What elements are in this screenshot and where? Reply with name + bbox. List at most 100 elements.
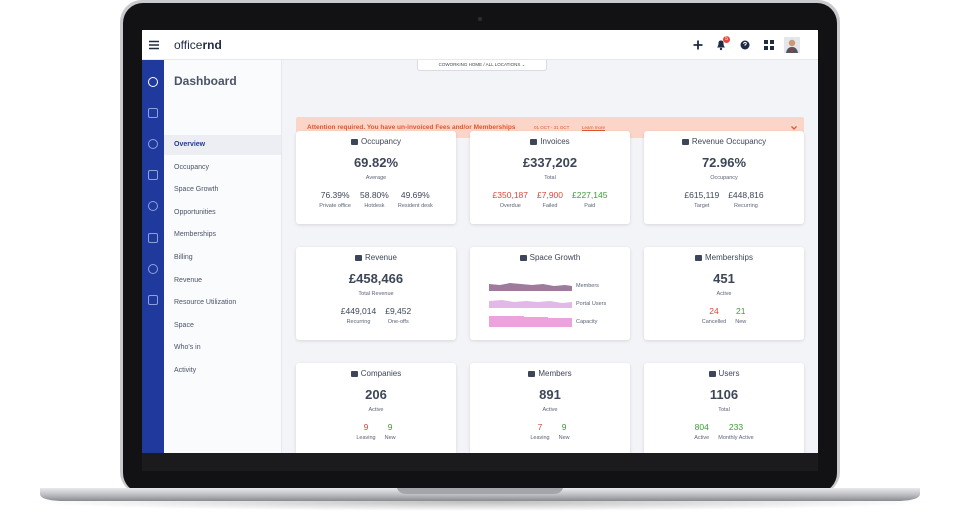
logo[interactable]: officernd [174, 38, 222, 52]
alert-link[interactable]: Learn more [582, 125, 606, 130]
rail-icon[interactable] [148, 264, 158, 274]
card-stats: £615,119 Target £448,816 Recurring [644, 190, 804, 209]
stat-label: Failed [542, 203, 558, 209]
card-title: Users [644, 369, 804, 378]
card-value: 451 [713, 271, 735, 286]
nav-item[interactable]: Revenue [174, 276, 203, 284]
card-icon [354, 255, 362, 261]
card[interactable]: Revenue Occupancy 72.96% Occupancy £615,119… [644, 131, 804, 224]
card-title: Invoices [470, 137, 630, 146]
card-stats: 804 Active 233 Monthly Active [644, 422, 804, 441]
legend-label: Portal Users [576, 301, 607, 307]
apps-icon[interactable] [763, 39, 775, 51]
stat-value: 49.69% [400, 190, 430, 200]
rail-icon[interactable] [148, 170, 158, 180]
rail-icon[interactable] [148, 233, 158, 243]
card-title-text: Revenue [364, 253, 398, 262]
card-caption: Total Revenue [358, 291, 394, 297]
card-title: Revenue Occupancy [644, 137, 804, 146]
card[interactable]: Occupancy 69.82% Average 76.39% Private offi… [296, 131, 456, 224]
bell-icon[interactable] [715, 38, 727, 51]
camera [477, 16, 483, 22]
card-icon [694, 255, 702, 261]
nav-item[interactable]: Memberships [174, 231, 217, 239]
stat: 233 Monthly Active [718, 422, 753, 441]
nav-item[interactable]: Space Growth [174, 186, 219, 194]
stat-value: £448,816 [728, 190, 764, 200]
rail-icon[interactable] [148, 108, 158, 118]
stat: £227,145 Paid [572, 190, 607, 209]
card[interactable]: Companies 206 Active 9 Leaving 9 New [296, 363, 456, 453]
rail-icon[interactable] [148, 295, 158, 305]
card[interactable]: Memberships 451 Active 24 Cancelled 21 New [644, 247, 804, 340]
top-bar: officernd 5 [142, 30, 818, 60]
stat-label: Monthly Active [718, 435, 754, 441]
stat-value: £227,145 [572, 190, 608, 200]
stat: £7,900 Failed [537, 190, 563, 209]
stat: 49.69% Resident desk [398, 190, 433, 209]
alert-toggle[interactable] [790, 124, 798, 132]
card-title: Space Growth [470, 253, 630, 262]
nav-item[interactable]: Activity [174, 367, 197, 374]
card-value: £458,466 [348, 271, 404, 286]
stat-value: 76.39% [320, 190, 350, 200]
stat: £448,816 Recurring [728, 190, 763, 209]
stat-label: Hotdesk [364, 203, 385, 209]
stat-label: Recurring [733, 203, 758, 209]
stat-label: Leaving [356, 435, 376, 441]
nav-item[interactable]: Resource Utilization [174, 299, 237, 307]
location-dropdown[interactable]: COWORKING HOME / ALL LOCATIONS ⌄ [417, 60, 547, 71]
screen: officernd 5 Dashboard Overview Occupancy S… [142, 30, 818, 453]
legend-label: Capacity [576, 319, 598, 325]
card[interactable]: Members 891 Active 7 Leaving 9 New [470, 363, 630, 453]
chin [142, 453, 818, 471]
help-icon[interactable] [739, 39, 751, 51]
stat-value: 9 [561, 422, 567, 432]
card[interactable]: Users 1106 Total 804 Active 233 Monthly Active [644, 363, 804, 453]
card-title: Memberships [644, 253, 804, 262]
nav-item[interactable]: Opportunities [174, 208, 216, 216]
card[interactable]: Revenue £458,466 Total Revenue £449,014 Recu… [296, 247, 456, 340]
menu-icon[interactable] [148, 39, 160, 51]
stat: £9,452 One-offs [385, 306, 411, 325]
stat: 24 Cancelled [702, 306, 726, 325]
card-icon [519, 255, 527, 261]
stat-value: £350,187 [492, 190, 528, 200]
nav-item[interactable]: Billing [174, 254, 193, 261]
add-icon[interactable] [692, 39, 704, 51]
card-icon [530, 139, 538, 145]
stat-value: 9 [387, 422, 393, 432]
nav-item[interactable]: Overview [164, 135, 281, 155]
stat: £615,119 Target [684, 190, 719, 209]
avatar[interactable] [784, 37, 800, 53]
stat: 7 Leaving [530, 422, 549, 441]
stat-label: Private office [319, 203, 351, 209]
rail-icon[interactable] [148, 139, 158, 149]
nav-item[interactable]: Who's in [174, 344, 201, 352]
card-title-text: Memberships [704, 253, 753, 262]
card-caption: Active [368, 407, 384, 413]
card-title-text: Invoices [540, 137, 570, 146]
card-icon [681, 139, 689, 145]
stat-value: 24 [709, 306, 719, 316]
stat-label: One-offs [387, 319, 409, 325]
rail-icon[interactable] [148, 77, 158, 87]
stat-value: 233 [728, 422, 744, 432]
stat-value: 9 [363, 422, 369, 432]
legend-label: Members [576, 283, 599, 289]
card-value: 69.82% [353, 155, 399, 170]
alert-message: Attention required. You have un-invoiced… [307, 124, 516, 131]
nav-title: Dashboard [174, 74, 237, 88]
card[interactable]: Space Growth Members Portal Users Capacity [470, 247, 630, 340]
stat-label: Overdue [499, 203, 521, 209]
card-value: 891 [539, 387, 561, 402]
card-caption: Total [718, 407, 730, 413]
stat-label: Resident desk [397, 203, 433, 209]
card[interactable]: Invoices £337,202 Total £350,187 Overdue £7,9… [470, 131, 630, 224]
nav-item[interactable]: Occupancy [174, 163, 210, 171]
side-nav: Dashboard Overview Occupancy Space Growth O… [164, 60, 282, 453]
stat-label: New [735, 319, 747, 325]
main-area: COWORKING HOME / ALL LOCATIONS ⌄ Attenti… [282, 60, 818, 453]
nav-item[interactable]: Space [174, 321, 194, 329]
rail-icon[interactable] [148, 201, 158, 211]
